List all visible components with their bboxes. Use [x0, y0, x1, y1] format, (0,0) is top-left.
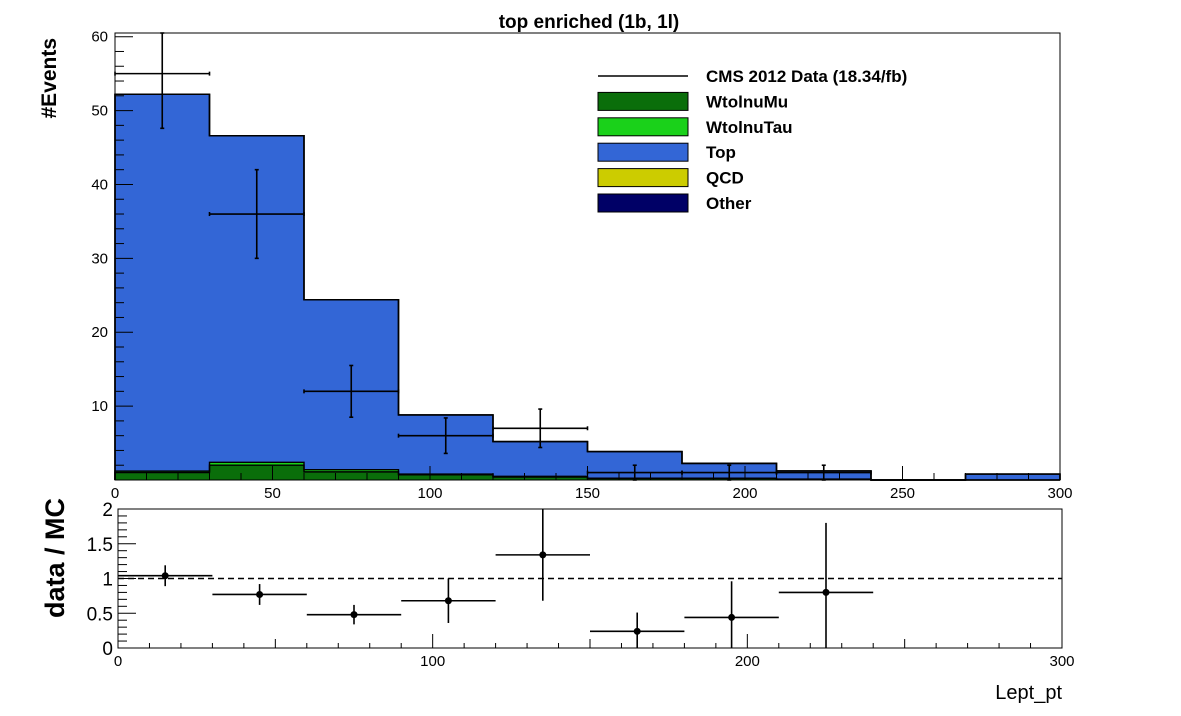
legend-entry-qcd: QCD: [597, 168, 744, 188]
y-axis-title: #Events: [38, 38, 61, 119]
legend-swatch: [597, 168, 689, 188]
legend-swatch: [597, 91, 689, 111]
bar-top-0: [115, 94, 210, 472]
legend-label: Other: [706, 194, 752, 213]
data-point-7: [775, 464, 872, 481]
y-tick-label: 10: [91, 398, 108, 415]
bar-wtolnumu-2: [304, 471, 399, 480]
ratio-x-tick-label: 0: [114, 653, 122, 670]
legend-swatch: [597, 193, 689, 213]
ratio-y-tick-label: 1.5: [87, 535, 113, 556]
chart-title: top enriched (1b, 1l): [499, 12, 680, 33]
ratio-y-tick-label: 0.5: [87, 604, 113, 625]
legend-label: WtolnuTau: [706, 118, 793, 137]
bar-wtolnumu-1: [209, 465, 304, 480]
ratio-marker: [822, 588, 830, 596]
x-tick-label: 200: [732, 485, 757, 502]
legend-label: CMS 2012 Data (18.34/fb): [706, 67, 907, 86]
ratio-point-3: [401, 578, 496, 623]
x-tick-label: 250: [890, 485, 915, 502]
ratio-point-7: [778, 522, 874, 648]
ratio-marker: [444, 597, 452, 605]
legend-swatch: [597, 117, 689, 137]
legend-entry-top: Top: [597, 142, 736, 162]
ratio-marker: [728, 613, 736, 621]
data-point-6: [681, 464, 778, 481]
x-tick-label: 0: [111, 485, 119, 502]
bar-wtolnumu-3: [398, 474, 493, 480]
data-point-2: [303, 364, 400, 418]
legend-label: QCD: [706, 169, 744, 188]
ratio-marker: [350, 611, 358, 619]
ratio-marker: [256, 590, 264, 598]
ratio-marker: [633, 627, 641, 635]
x-tick-label: 300: [1047, 485, 1072, 502]
data-point-3: [397, 417, 494, 455]
ratio-y-tick-label: 0: [102, 639, 113, 660]
ratio-y-tick-label: 1: [102, 570, 113, 591]
bar-wtolnutau-1: [209, 462, 304, 466]
ratio-x-tick-label: 200: [735, 653, 760, 670]
bar-top-9: [965, 474, 1060, 480]
ratio-point-0: [118, 565, 213, 587]
ratio-point-1: [212, 584, 307, 605]
y-tick-label: 50: [91, 103, 108, 120]
data-point-4: [492, 408, 589, 449]
data-point-0: [114, 32, 211, 130]
x-tick-label: 50: [264, 485, 281, 502]
y-tick-label: 30: [91, 250, 108, 267]
x-tick-label: 150: [575, 485, 600, 502]
y-tick-label: 60: [91, 29, 108, 46]
legend-entry-wtolnutau: WtolnuTau: [597, 117, 793, 137]
ratio-x-tick-label: 100: [420, 653, 445, 670]
data-point-1: [208, 168, 305, 260]
ratio-x-tick-label: 300: [1049, 653, 1074, 670]
x-axis-title: Lept_pt: [995, 682, 1062, 704]
ratio-y-tick-label: 2: [102, 500, 113, 521]
ratio-y-axis-title: data / MC: [40, 498, 70, 618]
legend-entry-wtolnumu: WtolnuMu: [597, 91, 788, 111]
y-tick-label: 40: [91, 176, 108, 193]
bar-wtolnutau-0: [115, 471, 210, 473]
ratio-point-2: [306, 604, 402, 625]
ratio-marker: [161, 572, 169, 580]
legend-label: Top: [706, 143, 736, 162]
ratio-point-4: [495, 509, 590, 601]
legend-entry-data: CMS 2012 Data (18.34/fb): [598, 67, 907, 86]
bar-wtolnumu-0: [115, 472, 210, 480]
bar-wtolnutau-2: [304, 469, 399, 472]
bar-wtolnumu-4: [493, 477, 588, 480]
y-tick-label: 20: [91, 324, 108, 341]
legend-label: WtolnuMu: [706, 92, 788, 111]
ratio-point-6: [684, 581, 779, 648]
x-tick-label: 100: [417, 485, 442, 502]
legend-entry-other: Other: [597, 193, 752, 213]
ratio-marker: [539, 551, 547, 559]
ratio-point-5: [590, 612, 685, 648]
legend-swatch: [597, 142, 689, 162]
